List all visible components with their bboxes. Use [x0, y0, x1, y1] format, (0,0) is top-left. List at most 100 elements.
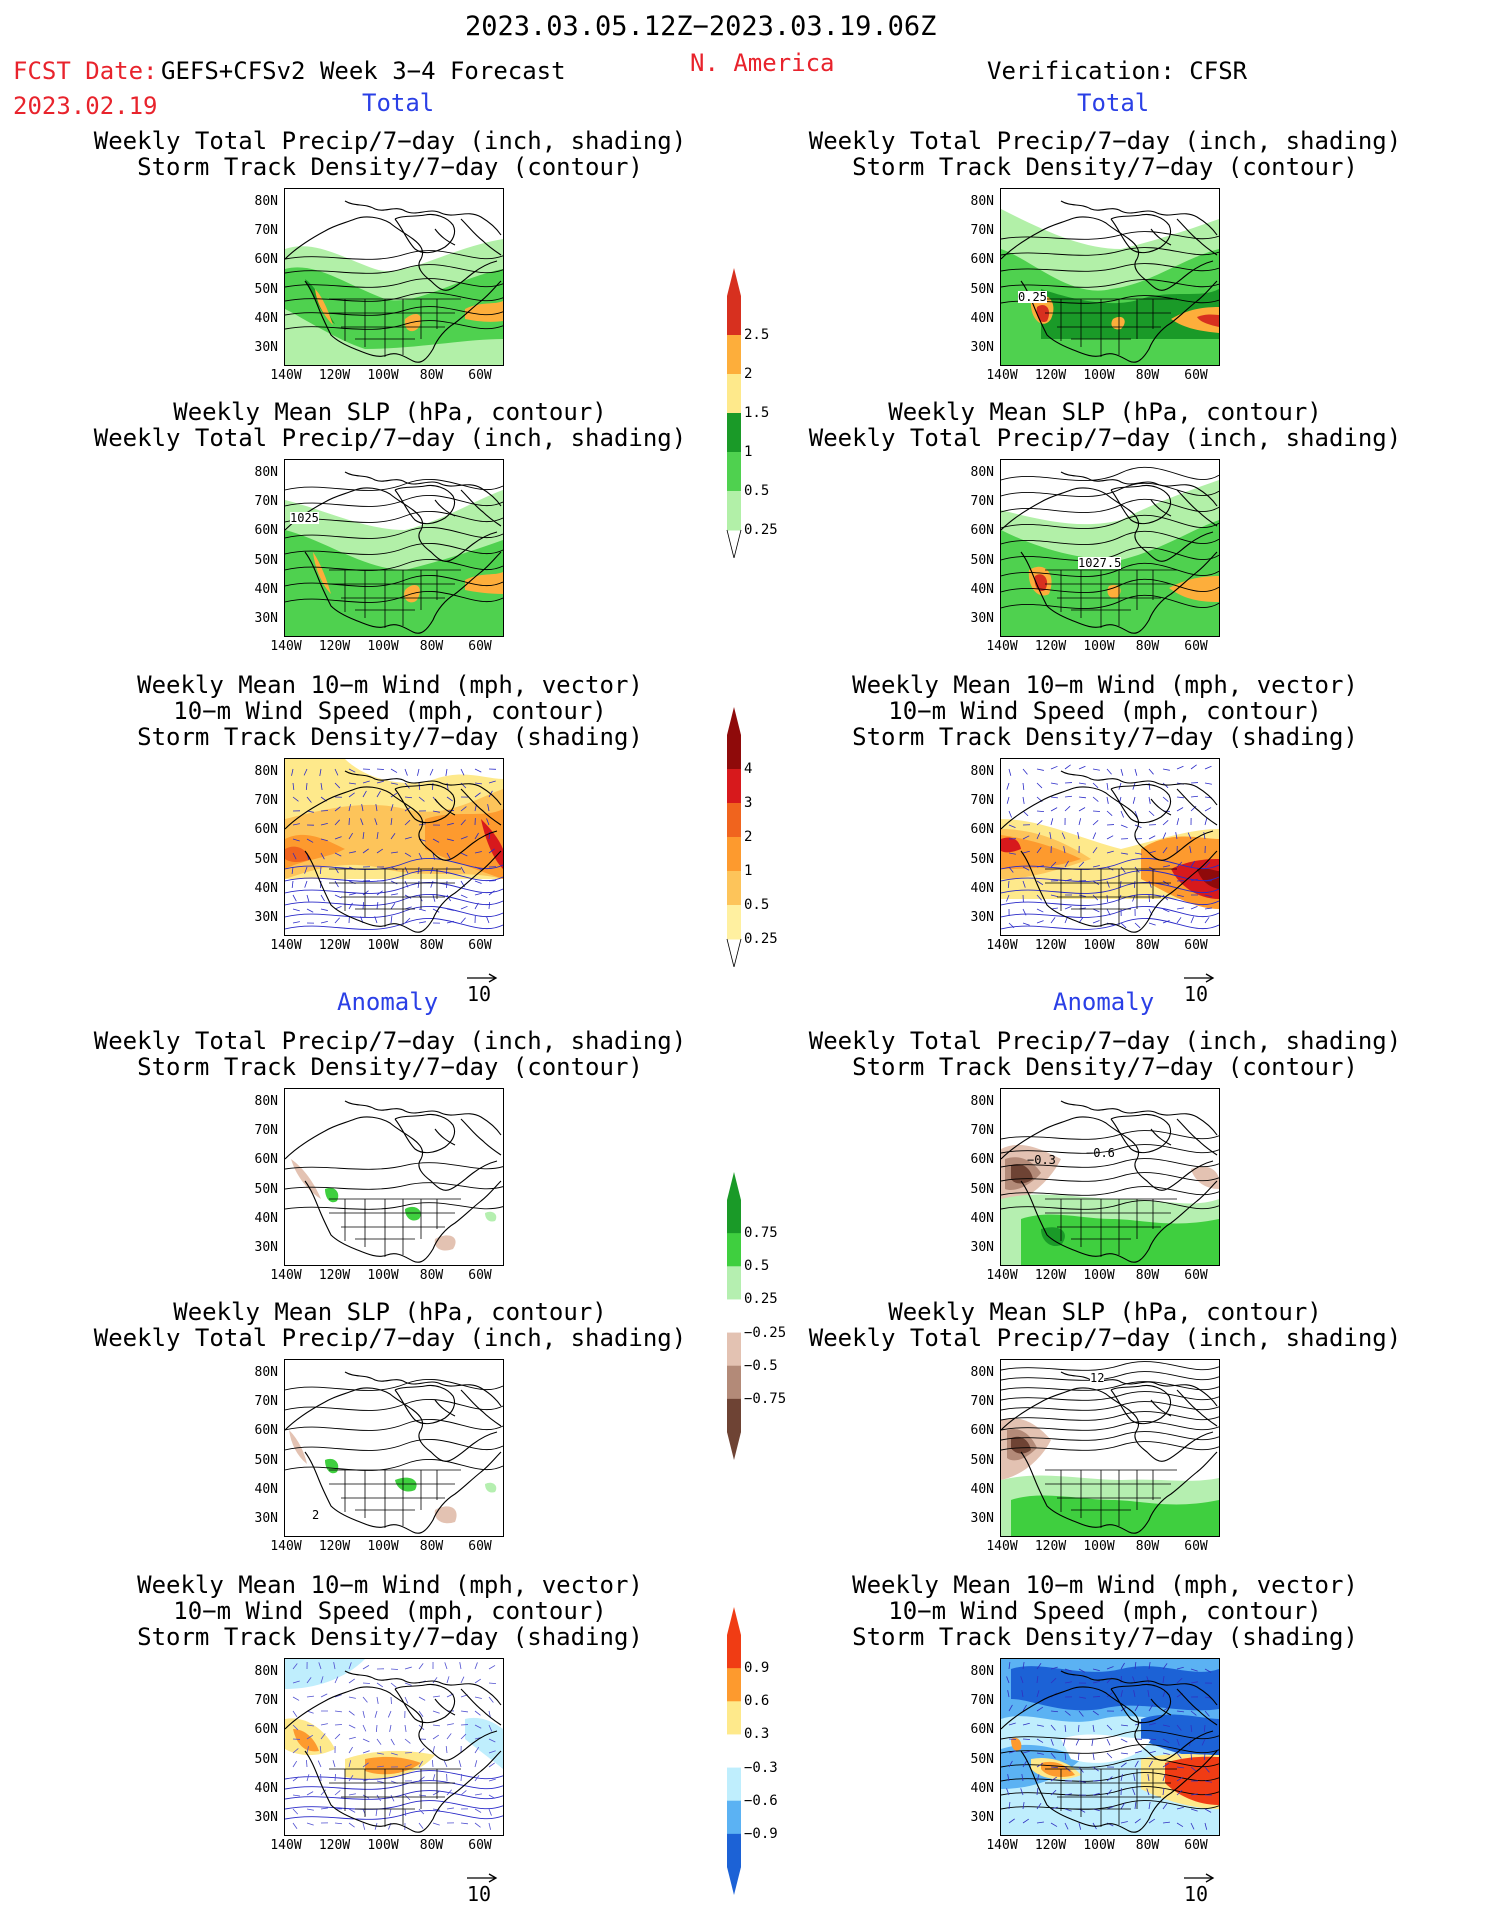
lon-tick-label: 140W — [270, 1539, 302, 1554]
coastline — [285, 471, 502, 634]
colorbar-label: 0.5 — [744, 897, 770, 913]
coastline — [285, 1371, 502, 1534]
lon-tick-label: 60W — [468, 1838, 492, 1853]
contour-lines — [1001, 466, 1219, 609]
lat-tick-label: 60N — [970, 1722, 994, 1738]
lat-tick-label: 50N — [254, 1181, 278, 1197]
colorbar-label: −0.75 — [744, 1390, 787, 1407]
lat-tick-label: 80N — [970, 194, 994, 209]
colorbar-label: −0.5 — [744, 1357, 778, 1374]
lon-tick-label: 100W — [1083, 639, 1115, 654]
state-borders — [1045, 868, 1177, 927]
contour-lines — [1001, 858, 1219, 930]
coastline — [1001, 1670, 1218, 1833]
lat-tick-label: 50N — [254, 851, 278, 867]
lon-tick-label: 100W — [1083, 1268, 1115, 1283]
lon-tick-label: 100W — [1083, 938, 1115, 953]
colorbar-storm-anom — [722, 1607, 762, 1895]
vector-ref-left: 10 — [467, 966, 499, 1004]
verification-title: Verification: CFSR — [987, 57, 1248, 85]
colorbar-segment — [727, 905, 741, 940]
map-fcst-slp-total — [284, 459, 504, 637]
colorbar-cap — [727, 707, 741, 735]
lon-tick-label: 140W — [986, 1268, 1018, 1283]
lon-tick-label: 100W — [1083, 368, 1115, 383]
panel-title: Weekly Mean 10−m Wind (mph, vector) 10−m… — [852, 1571, 1358, 1651]
colorbar-label: 3 — [744, 795, 753, 811]
lat-tick-label: 70N — [970, 793, 994, 809]
contour-label: −0.6 — [1086, 1146, 1115, 1160]
lon-tick-label: 80W — [419, 1539, 444, 1554]
lat-tick-label: 70N — [254, 1123, 278, 1139]
colorbar-storm-total — [722, 707, 762, 968]
contour-label: −0.3 — [1027, 1153, 1056, 1167]
coastline — [285, 200, 502, 363]
lat-tick-label: 30N — [254, 1810, 278, 1825]
lat-tick-label: 50N — [970, 1181, 994, 1197]
lat-tick-label: 40N — [970, 1780, 994, 1796]
lon-tick-label: 100W — [1083, 1838, 1115, 1853]
lat-tick-label: 80N — [970, 465, 994, 480]
colorbar-label: 4 — [744, 761, 753, 777]
map-ver-precip-anom — [1000, 1088, 1220, 1266]
lat-tick-label: 70N — [970, 1394, 994, 1410]
lon-tick-label: 120W — [318, 1838, 351, 1853]
lon-tick-label: 80W — [419, 938, 444, 953]
colorbar-segment — [727, 1701, 741, 1735]
colorbar-label: 0.75 — [744, 1225, 778, 1242]
lat-tick-label: 30N — [254, 1511, 278, 1526]
contour-lines — [1001, 1361, 1219, 1451]
contour-label: 0.25 — [1018, 290, 1047, 304]
lon-tick-label: 140W — [986, 938, 1018, 953]
map-fcst-precip-total — [284, 188, 504, 366]
state-borders — [1045, 1469, 1177, 1528]
lat-tick-label: 80N — [254, 1664, 278, 1679]
lon-tick-label: 120W — [318, 1268, 351, 1283]
lat-tick-label: 30N — [254, 910, 278, 925]
colorbar-label: 2 — [744, 829, 753, 845]
vector-ref-label: 10 — [467, 982, 492, 1006]
colorbar-label: 1.5 — [744, 405, 770, 421]
lat-tick-label: 80N — [254, 764, 278, 779]
colorbar-label: 0.6 — [744, 1693, 770, 1710]
colorbar-segment — [727, 871, 741, 906]
colorbar-cap — [727, 1867, 741, 1895]
colorbar-segment — [727, 1767, 741, 1802]
lon-tick-label: 120W — [1034, 639, 1067, 654]
colorbar-segment — [727, 837, 741, 872]
lon-tick-label: 80W — [419, 1838, 444, 1853]
colorbar-precip-anom — [722, 1172, 762, 1460]
colorbar-segment — [727, 1398, 741, 1433]
lat-tick-label: 50N — [970, 552, 994, 568]
panel-title: Weekly Mean 10−m Wind (mph, vector) 10−m… — [852, 671, 1358, 751]
lon-tick-label: 100W — [367, 1539, 399, 1554]
contour-lines — [285, 1770, 503, 1820]
lon-tick-label: 80W — [1135, 368, 1160, 383]
lon-tick-label: 60W — [468, 639, 492, 654]
lat-tick-label: 60N — [254, 523, 278, 539]
lon-tick-label: 120W — [1034, 1539, 1067, 1554]
vector-ref-label: 10 — [467, 1882, 492, 1906]
lon-tick-label: 120W — [1034, 938, 1067, 953]
lat-tick-label: 40N — [254, 1210, 278, 1226]
panel-title: Weekly Mean 10−m Wind (mph, vector) 10−m… — [137, 671, 643, 751]
coastline — [1001, 471, 1218, 634]
coastline — [285, 1670, 502, 1833]
map-ver-slp-anom — [1000, 1359, 1220, 1537]
vector-ref-label: 10 — [1184, 1882, 1209, 1906]
panel-title: Weekly Total Precip/7−day (inch, shading… — [808, 1027, 1402, 1081]
lat-tick-label: 40N — [970, 581, 994, 597]
lon-tick-label: 80W — [1135, 1539, 1160, 1554]
colorbar-label: 0.25 — [744, 522, 778, 538]
lat-tick-label: 70N — [970, 1123, 994, 1139]
colorbar-segment — [727, 1734, 741, 1769]
lon-tick-label: 60W — [468, 368, 492, 383]
lon-tick-label: 100W — [367, 639, 399, 654]
lat-tick-label: 80N — [970, 1664, 994, 1679]
colorbar-segment — [727, 1833, 741, 1868]
lat-tick-label: 30N — [970, 910, 994, 925]
lon-tick-label: 100W — [367, 938, 399, 953]
contour-lines — [1001, 1730, 1219, 1810]
colorbar-label: 0.25 — [744, 931, 778, 947]
section-total-right: Total — [1077, 89, 1150, 117]
